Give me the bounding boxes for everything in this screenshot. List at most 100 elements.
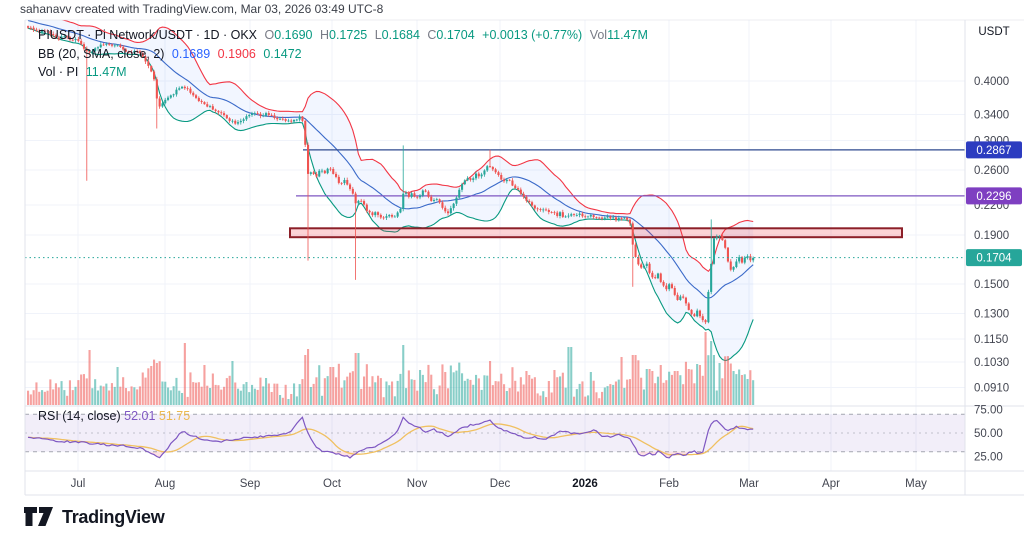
volume-bar bbox=[357, 353, 360, 405]
volume-label: Vol bbox=[589, 28, 608, 42]
volume-bar bbox=[575, 389, 578, 405]
candle-body bbox=[385, 216, 388, 218]
volume-bar bbox=[698, 365, 701, 405]
candle-body bbox=[52, 34, 55, 36]
candle-body bbox=[528, 200, 531, 203]
candle-body bbox=[267, 113, 270, 116]
volume-bar bbox=[88, 350, 91, 405]
candle-body bbox=[522, 193, 525, 197]
volume-bar bbox=[609, 384, 612, 405]
candle-body bbox=[545, 209, 548, 211]
candle-body bbox=[718, 235, 721, 237]
volume-bar bbox=[612, 384, 615, 405]
volume-bar bbox=[138, 386, 141, 405]
candle-body bbox=[710, 263, 713, 292]
candle-body bbox=[116, 45, 119, 47]
candle-body bbox=[701, 316, 704, 321]
price-badge-0.2867[interactable] bbox=[966, 141, 1022, 159]
volume-bar bbox=[119, 386, 122, 405]
time-axis[interactable]: Jul Aug Sep Oct Nov Dec 2026 Feb Mar Apr May bbox=[71, 478, 927, 490]
volume-bar bbox=[105, 383, 108, 405]
volume-bar bbox=[715, 390, 718, 405]
volume-bar bbox=[374, 382, 377, 405]
volume-bar bbox=[209, 388, 212, 405]
volume-bar bbox=[273, 383, 276, 405]
price-axis[interactable]: 0.40000.34000.30000.26000.22000.19000.15… bbox=[966, 76, 1022, 464]
month-label-Mar: Mar bbox=[739, 478, 759, 490]
candle-body bbox=[564, 216, 567, 218]
volume-bar bbox=[598, 398, 601, 405]
volume-bar bbox=[391, 381, 394, 405]
candle-body bbox=[458, 189, 461, 198]
volume-bar bbox=[351, 371, 354, 405]
candle-body bbox=[466, 178, 469, 181]
volume-bar bbox=[301, 379, 304, 405]
candle-body bbox=[547, 210, 550, 212]
low-label: L bbox=[374, 28, 382, 42]
candle-body bbox=[642, 266, 645, 268]
candle-body bbox=[54, 35, 57, 38]
candle-body bbox=[270, 115, 273, 116]
volume-bar bbox=[553, 370, 556, 405]
volume-bar bbox=[52, 389, 55, 405]
volume-bar bbox=[141, 372, 144, 405]
candle-body bbox=[419, 195, 422, 198]
candle-body bbox=[220, 112, 223, 114]
candle-body bbox=[592, 215, 595, 218]
candle-body bbox=[57, 37, 60, 40]
volume-bar bbox=[248, 392, 251, 405]
volume-bar bbox=[307, 349, 310, 405]
volume-bar bbox=[536, 393, 539, 405]
candle-body bbox=[402, 193, 405, 209]
volume-bar bbox=[489, 361, 492, 405]
candle-body bbox=[405, 192, 408, 194]
volume-bar bbox=[124, 388, 127, 405]
volume-bar bbox=[130, 386, 133, 405]
vol-indicator-label[interactable]: Vol · PI bbox=[38, 65, 79, 79]
tradingview-logo-icon bbox=[24, 507, 53, 526]
bb-label[interactable]: BB (20, SMA, close, 2) bbox=[38, 46, 165, 61]
volume-bar bbox=[519, 377, 522, 405]
volume-bar bbox=[175, 377, 178, 405]
volume-bar bbox=[427, 364, 430, 405]
candle-body bbox=[153, 71, 156, 80]
candle-body bbox=[514, 185, 517, 189]
volume-bar bbox=[416, 390, 419, 405]
volume-bar bbox=[91, 388, 94, 405]
volume-bar bbox=[265, 378, 268, 405]
candle-body bbox=[158, 98, 161, 107]
volume-bar bbox=[491, 385, 494, 405]
candle-body bbox=[248, 115, 251, 117]
candle-body bbox=[696, 310, 699, 317]
candle-body bbox=[670, 284, 673, 288]
volume-bar bbox=[295, 396, 298, 405]
symbol-title[interactable]: PIUSDT · Pi Network/USDT · 1D · OKX bbox=[38, 28, 258, 42]
rsi-label[interactable]: RSI (14, close) bbox=[38, 409, 121, 423]
candle-body bbox=[279, 118, 282, 120]
candle-body bbox=[80, 40, 83, 45]
candle-body bbox=[416, 196, 419, 198]
volume-bar bbox=[447, 388, 450, 405]
volume-bar bbox=[38, 391, 41, 405]
price-badge-0.2296[interactable] bbox=[966, 187, 1022, 205]
volume-bar bbox=[237, 388, 240, 405]
candle-body bbox=[438, 199, 441, 203]
volume-bar bbox=[729, 363, 732, 405]
candle-body bbox=[684, 297, 687, 304]
candle-body bbox=[690, 309, 693, 315]
month-label-Oct: Oct bbox=[323, 478, 342, 490]
volume-bar bbox=[251, 384, 254, 405]
volume-bar bbox=[413, 379, 416, 405]
candle-body bbox=[96, 47, 99, 49]
price-badge-0.1704[interactable] bbox=[966, 249, 1022, 267]
volume-bar bbox=[396, 380, 399, 405]
candle-body bbox=[136, 50, 139, 52]
candle-body bbox=[581, 213, 584, 217]
tradingview-logo[interactable]: TradingView bbox=[24, 504, 165, 530]
volume-bar bbox=[360, 388, 363, 405]
candle-body bbox=[214, 109, 217, 111]
candle-body bbox=[189, 88, 192, 93]
support-zone-rect[interactable] bbox=[289, 227, 903, 239]
volume-bar bbox=[634, 355, 637, 405]
volume-bar bbox=[71, 390, 74, 405]
